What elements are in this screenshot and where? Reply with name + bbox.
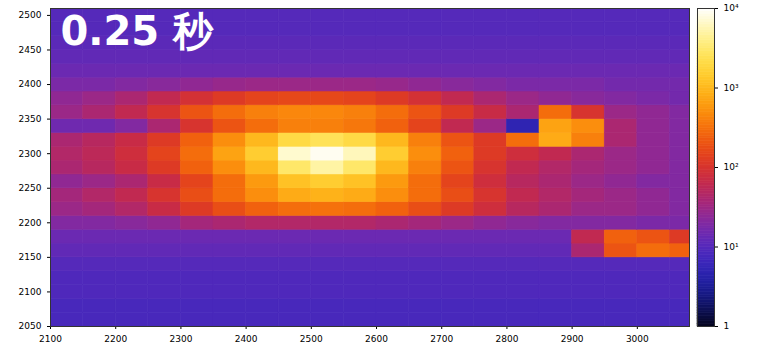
svg-text:2100: 2100 [39, 334, 62, 344]
svg-text:2400: 2400 [19, 79, 42, 89]
svg-text:2200: 2200 [104, 334, 127, 344]
svg-text:2500: 2500 [19, 10, 42, 20]
svg-text:2450: 2450 [19, 45, 42, 55]
svg-text:2250: 2250 [19, 183, 42, 193]
svg-text:1: 1 [724, 321, 730, 331]
svg-text:10⁴: 10⁴ [724, 3, 739, 13]
svg-text:0.25 秒: 0.25 秒 [61, 8, 215, 54]
svg-text:3000: 3000 [626, 334, 649, 344]
svg-text:2100: 2100 [19, 287, 42, 297]
svg-text:10¹: 10¹ [724, 242, 739, 252]
svg-text:2200: 2200 [19, 218, 42, 228]
svg-text:2050: 2050 [19, 321, 42, 331]
svg-text:2800: 2800 [495, 334, 518, 344]
svg-text:2500: 2500 [300, 334, 323, 344]
svg-text:10²: 10² [724, 162, 739, 172]
svg-text:2350: 2350 [19, 114, 42, 124]
svg-text:10³: 10³ [724, 83, 739, 93]
svg-text:2300: 2300 [19, 149, 42, 159]
svg-text:2400: 2400 [235, 334, 258, 344]
svg-text:2300: 2300 [169, 334, 192, 344]
svg-text:2900: 2900 [561, 334, 584, 344]
svg-text:2150: 2150 [19, 252, 42, 262]
svg-text:2700: 2700 [430, 334, 453, 344]
svg-text:2600: 2600 [365, 334, 388, 344]
